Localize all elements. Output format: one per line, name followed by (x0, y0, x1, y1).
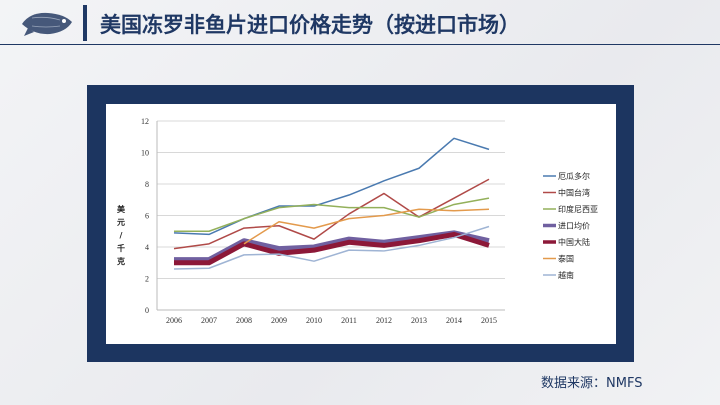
y-tick-label: 8 (145, 180, 149, 189)
series-line-2 (174, 197, 490, 232)
series-line-1 (173, 178, 490, 250)
x-tick-label: 2010 (306, 316, 322, 325)
data-source: 数据来源：NMFS (541, 376, 643, 391)
x-tick-label: 2009 (271, 316, 287, 325)
y-tick-label: 2 (145, 275, 149, 284)
y-axis-label: 千 (117, 243, 125, 253)
x-tick-label: 2013 (411, 316, 427, 325)
y-tick-label: 10 (141, 149, 149, 158)
legend-label: 越南 (558, 270, 574, 280)
y-axis-label: 元 (117, 218, 125, 227)
x-tick-label: 2008 (236, 316, 252, 325)
x-tick-label: 2006 (166, 316, 182, 325)
series-line-4 (174, 231, 490, 266)
legend-label: 泰国 (558, 254, 574, 264)
legend-label: 印度尼西亚 (558, 204, 598, 214)
legend-label: 中国台湾 (558, 188, 590, 198)
y-axis-label: 美 (117, 204, 126, 214)
tilapia-fish-logo (22, 12, 72, 36)
y-tick-label: 6 (145, 212, 149, 221)
y-tick-label: 12 (141, 117, 149, 126)
series-line-0 (173, 137, 490, 236)
x-tick-label: 2012 (376, 316, 392, 325)
y-axis-label: / (120, 231, 123, 240)
legend-label: 厄瓜多尔 (558, 171, 590, 181)
title-accent-bar (83, 5, 87, 41)
x-tick-label: 2011 (341, 316, 357, 325)
legend-label: 中国大陆 (558, 237, 590, 247)
legend-label: 进口均价 (558, 221, 590, 231)
x-tick-label: 2014 (446, 316, 462, 325)
x-tick-label: 2007 (201, 316, 217, 325)
chart-panel (106, 104, 616, 344)
series-line-5 (243, 208, 490, 245)
series-line-6 (173, 225, 490, 270)
header-divider (0, 44, 720, 45)
y-tick-label: 4 (145, 243, 149, 252)
x-tick-label: 2015 (481, 316, 497, 325)
y-axis-label: 克 (117, 256, 125, 266)
y-tick-label: 0 (145, 306, 149, 315)
page-title: 美国冻罗非鱼片进口价格走势（按进口市场） (100, 13, 520, 37)
